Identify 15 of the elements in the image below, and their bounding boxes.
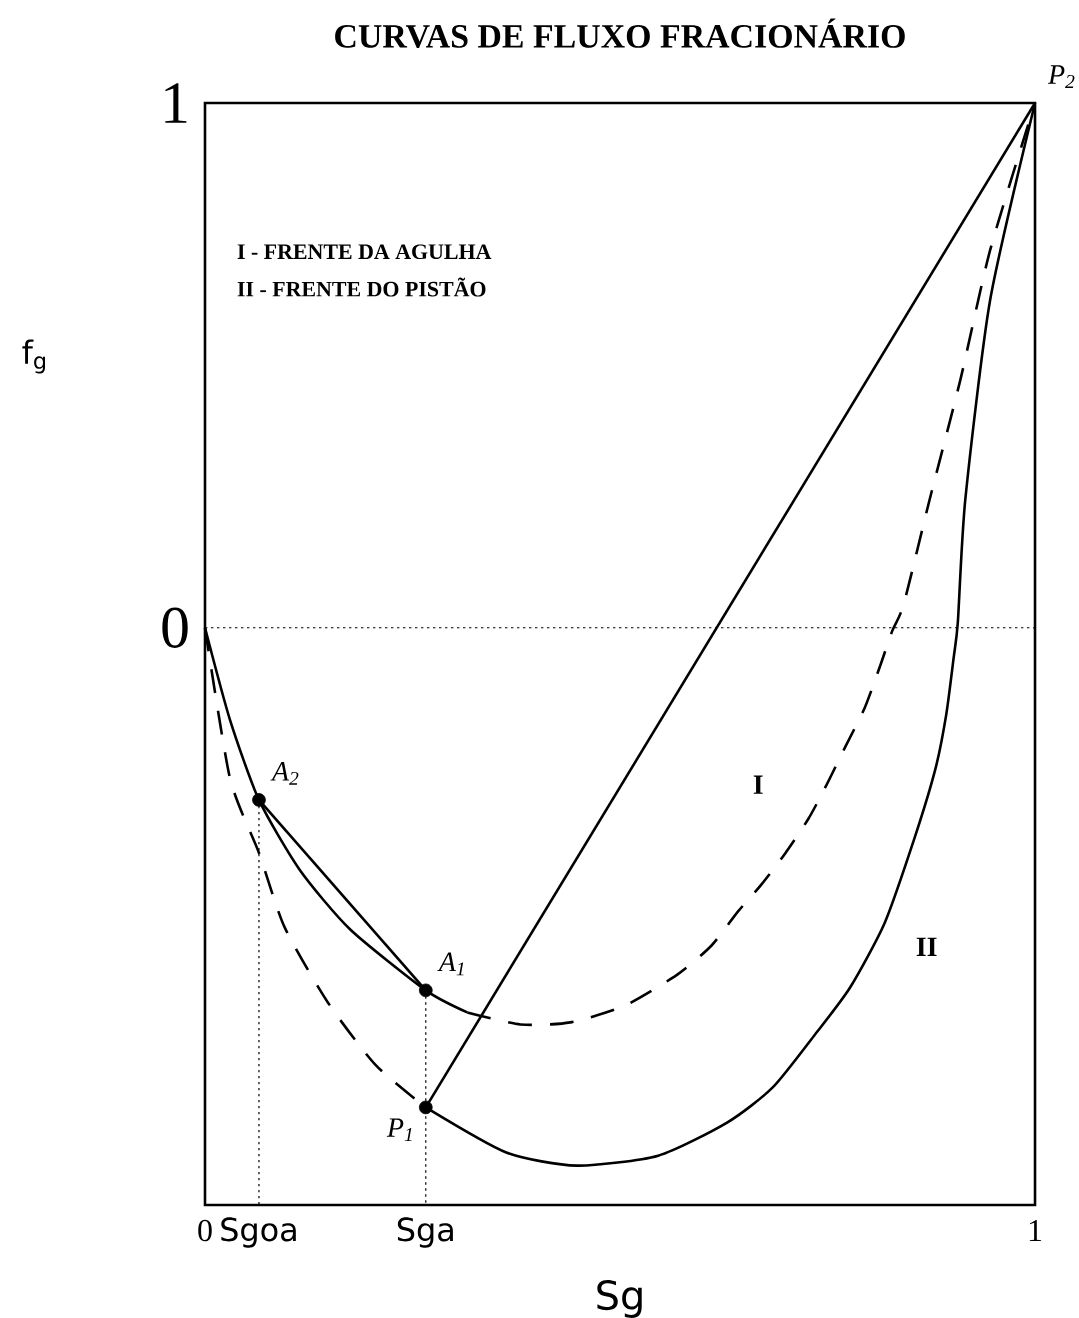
chart-title: CURVAS DE FLUXO FRACIONÁRIO	[335, 18, 905, 48]
annotation: I - FRENTE DA AGULHA	[237, 244, 492, 260]
x-tick-label: Sga	[397, 1217, 453, 1248]
annotation: A$_{2}$	[270, 762, 299, 785]
x-tick-label: Sgoa	[221, 1217, 296, 1248]
series-label: II	[916, 937, 937, 956]
annotation: P$_{2}$	[1047, 65, 1075, 88]
x-tick-label: 0	[198, 1219, 212, 1242]
y-axis-title: f$_{g}$	[22, 339, 45, 374]
annotation: A$_{1}$	[437, 952, 464, 976]
x-axis-title: Sg	[597, 1280, 642, 1318]
annotation: II - FRENTE DO PISTÃO	[237, 277, 486, 297]
x-tick-label: 1	[1029, 1219, 1042, 1241]
series-label: I	[753, 775, 763, 794]
annotation: P$_{1}$	[386, 1118, 412, 1141]
